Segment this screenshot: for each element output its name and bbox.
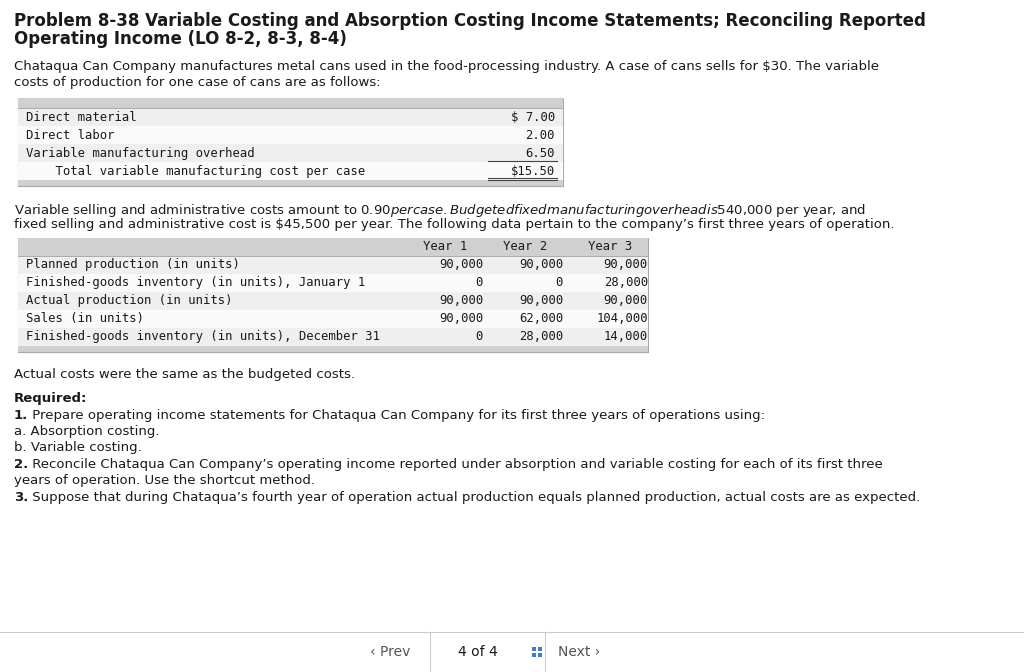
Text: Next ›: Next ›	[558, 645, 600, 659]
Text: b. Variable costing.: b. Variable costing.	[14, 441, 141, 454]
Text: 0: 0	[475, 276, 483, 289]
Bar	[18, 256, 648, 274]
Bar	[18, 238, 648, 352]
Bar	[18, 292, 648, 310]
Bar	[538, 653, 542, 657]
Text: Operating Income (LO 8-2, 8-3, 8-4): Operating Income (LO 8-2, 8-3, 8-4)	[14, 30, 347, 48]
Text: Year 2: Year 2	[503, 240, 547, 253]
Bar	[538, 647, 542, 651]
Bar	[18, 126, 563, 144]
Text: Direct material: Direct material	[26, 111, 136, 124]
Text: a. Absorption costing.: a. Absorption costing.	[14, 425, 160, 438]
Text: 2.: 2.	[14, 458, 29, 471]
Text: 90,000: 90,000	[604, 258, 648, 271]
Text: 90,000: 90,000	[604, 294, 648, 307]
Text: 1.: 1.	[14, 409, 29, 422]
Text: 104,000: 104,000	[596, 312, 648, 325]
Text: Suppose that during Chataqua’s fourth year of operation actual production equals: Suppose that during Chataqua’s fourth ye…	[28, 491, 921, 504]
Bar	[18, 346, 648, 352]
Text: $ 7.00: $ 7.00	[511, 111, 555, 124]
Text: 90,000: 90,000	[438, 312, 483, 325]
Text: Year 1: Year 1	[423, 240, 467, 253]
Text: Chataqua Can Company manufactures metal cans used in the food-processing industr: Chataqua Can Company manufactures metal …	[14, 60, 879, 73]
Text: 0: 0	[475, 330, 483, 343]
Text: Required:: Required:	[14, 392, 87, 405]
Bar	[18, 180, 563, 186]
Text: years of operation. Use the shortcut method.: years of operation. Use the shortcut met…	[14, 474, 315, 487]
Text: 4 of 4: 4 of 4	[458, 645, 498, 659]
Text: 90,000: 90,000	[519, 294, 563, 307]
Text: Direct labor: Direct labor	[26, 129, 115, 142]
Bar	[18, 238, 648, 256]
Text: 3.: 3.	[14, 491, 29, 504]
Bar	[18, 328, 648, 346]
Bar	[18, 162, 563, 180]
Text: 2.00: 2.00	[525, 129, 555, 142]
Text: Total variable manufacturing cost per case: Total variable manufacturing cost per ca…	[26, 165, 366, 178]
Text: ‹ Prev: ‹ Prev	[370, 645, 411, 659]
Text: Variable manufacturing overhead: Variable manufacturing overhead	[26, 147, 255, 160]
Text: Prepare operating income statements for Chataqua Can Company for its first three: Prepare operating income statements for …	[28, 409, 765, 422]
Text: $15.50: $15.50	[511, 165, 555, 178]
Text: 62,000: 62,000	[519, 312, 563, 325]
Text: Problem 8-38 Variable Costing and Absorption Costing Income Statements; Reconcil: Problem 8-38 Variable Costing and Absorp…	[14, 12, 926, 30]
Bar	[18, 144, 563, 162]
Text: 90,000: 90,000	[519, 258, 563, 271]
Bar	[18, 98, 563, 186]
Text: fixed selling and administrative cost is $45,500 per year. The following data pe: fixed selling and administrative cost is…	[14, 218, 895, 231]
Bar	[18, 108, 563, 126]
Text: Variable selling and administrative costs amount to $0.90 per case. Budgeted fix: Variable selling and administrative cost…	[14, 202, 866, 219]
Text: Finished-goods inventory (in units), December 31: Finished-goods inventory (in units), Dec…	[26, 330, 380, 343]
Bar	[532, 653, 536, 657]
Text: Actual production (in units): Actual production (in units)	[26, 294, 232, 307]
Bar	[18, 98, 563, 108]
Bar	[18, 274, 648, 292]
Text: Planned production (in units): Planned production (in units)	[26, 258, 240, 271]
Bar	[532, 647, 536, 651]
Text: Sales (in units): Sales (in units)	[26, 312, 144, 325]
Text: 0: 0	[556, 276, 563, 289]
Text: 6.50: 6.50	[525, 147, 555, 160]
Text: 28,000: 28,000	[604, 276, 648, 289]
Text: Finished-goods inventory (in units), January 1: Finished-goods inventory (in units), Jan…	[26, 276, 366, 289]
Text: Year 3: Year 3	[588, 240, 632, 253]
Text: 28,000: 28,000	[519, 330, 563, 343]
Text: costs of production for one case of cans are as follows:: costs of production for one case of cans…	[14, 76, 381, 89]
Text: Reconcile Chataqua Can Company’s operating income reported under absorption and : Reconcile Chataqua Can Company’s operati…	[28, 458, 883, 471]
Text: 90,000: 90,000	[438, 294, 483, 307]
Text: 14,000: 14,000	[604, 330, 648, 343]
Bar	[18, 310, 648, 328]
Text: Actual costs were the same as the budgeted costs.: Actual costs were the same as the budget…	[14, 368, 355, 381]
Text: 90,000: 90,000	[438, 258, 483, 271]
